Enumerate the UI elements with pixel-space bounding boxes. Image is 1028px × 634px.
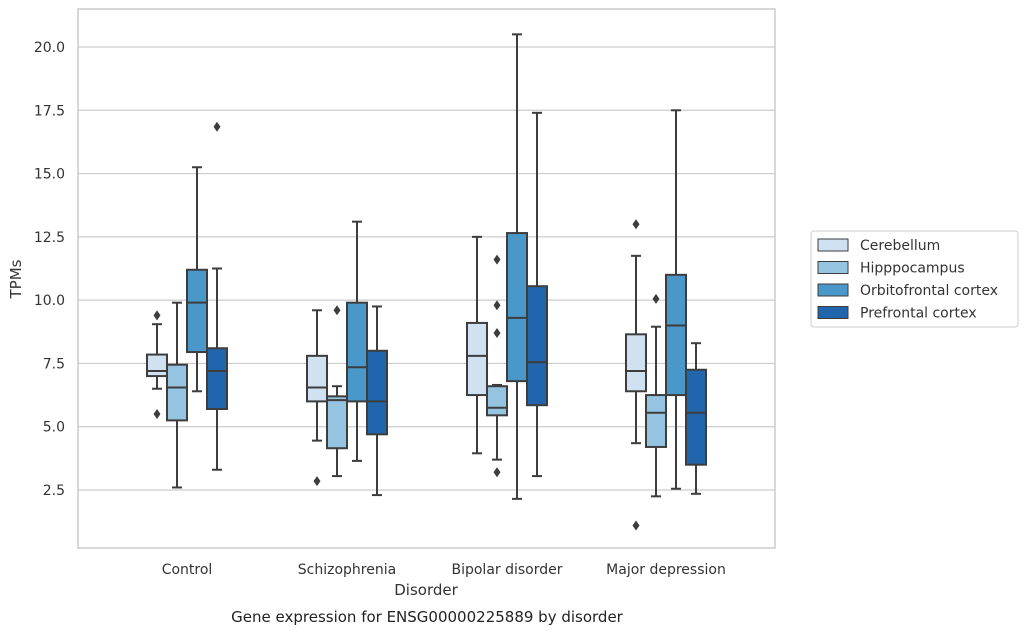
- box-body: [306, 354, 328, 403]
- box-body: [186, 268, 208, 354]
- outlier-point: [493, 467, 501, 478]
- box-series: [146, 33, 707, 531]
- outlier-point: [493, 300, 501, 311]
- box-4-1: [206, 121, 228, 471]
- outlier-point: [313, 476, 321, 487]
- y-tick-label: 12.5: [34, 230, 65, 246]
- x-axis-label: Disorder: [394, 581, 458, 599]
- outlier-point: [493, 328, 501, 339]
- x-axis-ticks: Control Schizophrenia Bipolar disorder Majo…: [162, 562, 726, 578]
- box-2-1: [166, 301, 188, 489]
- legend-swatch: [817, 283, 849, 297]
- x-tick-label: Schizophrenia: [298, 562, 396, 578]
- chart-caption: Gene expression for ENSG00000225889 by d…: [231, 608, 624, 626]
- legend-label: Prefrontal cortex: [860, 306, 977, 322]
- box-3-3: [506, 33, 528, 500]
- box-body: [166, 363, 188, 422]
- outlier-point: [333, 305, 341, 316]
- legend-frame: [810, 230, 1019, 328]
- y-tick-label: 17.5: [34, 103, 65, 119]
- x-tick-label: Control: [162, 562, 213, 578]
- outlier-point: [153, 310, 161, 321]
- outlier-point: [493, 254, 501, 265]
- box-1-1: [146, 310, 168, 420]
- box-3-1: [186, 166, 208, 393]
- box-2-3: [486, 254, 508, 478]
- outlier-point: [153, 409, 161, 420]
- y-tick-label: 15.0: [34, 167, 65, 183]
- box-4-3: [526, 111, 548, 478]
- legend-swatch: [817, 261, 849, 274]
- legend: Cerebellum Hipppocampus Orbitofrontal cort…: [810, 230, 1019, 328]
- outlier-point: [632, 219, 640, 230]
- x-tick-label: Bipolar disorder: [451, 562, 562, 578]
- box-4-2: [366, 305, 388, 497]
- legend-swatch: [817, 306, 849, 319]
- y-tick-label: 20.0: [34, 40, 65, 56]
- box-body: [526, 285, 548, 407]
- y-tick-label: 7.5: [43, 356, 65, 372]
- box-body: [625, 333, 647, 393]
- y-axis-ticks: 2.5 5.0 7.5 10.0 12.5 15.0 17.5 20.0: [34, 40, 65, 499]
- legend-label: Hipppocampus: [860, 261, 965, 277]
- x-tick-label: Major depression: [606, 562, 726, 578]
- legend-label: Orbitofrontal cortex: [860, 283, 998, 299]
- box-body: [506, 232, 528, 383]
- outlier-point: [632, 520, 640, 531]
- box-body: [366, 349, 388, 436]
- box-1-3: [466, 235, 488, 455]
- box-body: [346, 301, 368, 403]
- box-body: [486, 385, 508, 417]
- box-body: [326, 395, 348, 450]
- box-body: [466, 321, 488, 397]
- outlier-point: [652, 293, 660, 304]
- box-1-4: [625, 219, 647, 531]
- y-axis-label: TPMs: [7, 259, 25, 299]
- box-body: [645, 394, 667, 448]
- legend-label: Cerebellum: [860, 238, 940, 254]
- box-body: [146, 353, 168, 378]
- y-tick-label: 2.5: [43, 483, 65, 499]
- outlier-point: [213, 121, 221, 132]
- box-1-2: [306, 309, 328, 487]
- y-tick-label: 5.0: [43, 420, 65, 436]
- box-2-4: [645, 293, 667, 498]
- y-tick-label: 10.0: [34, 293, 65, 309]
- box-2-2: [326, 305, 348, 478]
- box-body: [685, 368, 707, 466]
- box-3-4: [665, 109, 687, 490]
- box-4-4: [685, 342, 707, 495]
- legend-swatch: [817, 238, 849, 252]
- box-body: [665, 273, 687, 397]
- box-body: [206, 347, 228, 410]
